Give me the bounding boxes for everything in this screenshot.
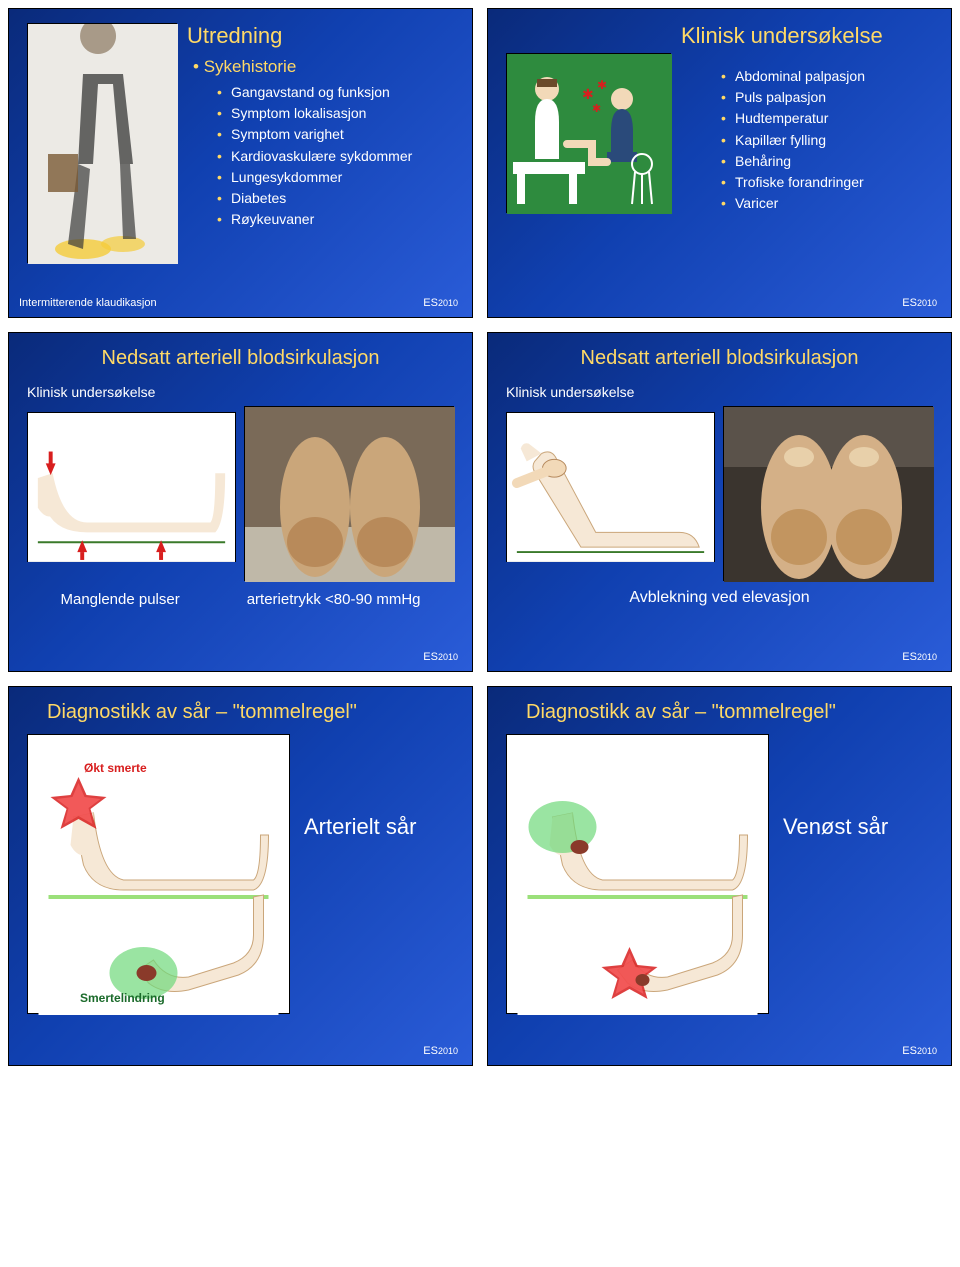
feet-photo-2 [723, 406, 933, 581]
slide-tommelregel-2: Diagnostikk av sår – "tommelregel" [487, 686, 952, 1066]
bullet: Kapillær fylling [721, 131, 933, 149]
bullet: Diabetes [217, 189, 454, 207]
slide-nedsatt-2: Nedsatt arteriell blodsirkulasjon Klinis… [487, 332, 952, 672]
bullet: Varicer [721, 194, 933, 212]
slide-tommelregel-1: Diagnostikk av sår – "tommelregel" [8, 686, 473, 1066]
bullets-utredning: Gangavstand og funksjon Symptom lokalisa… [217, 83, 454, 228]
leg-arterial-diagram: Økt smerte Smertelindring [27, 734, 290, 1014]
leg-venous-diagram [506, 734, 769, 1014]
bullets-klinisk: Abdominal palpasjon Puls palpasjon Hudte… [721, 67, 933, 212]
pain-label: Økt smerte [84, 761, 147, 775]
caption: Avblekning ved elevasjon [506, 589, 933, 607]
subheading-text: Sykehistorie [204, 57, 297, 76]
walking-man-image [27, 23, 177, 263]
leg-diagram [27, 412, 236, 562]
heading: Nedsatt arteriell blodsirkulasjon [506, 347, 933, 370]
subheading-sykehistorie: • Sykehistorie [193, 57, 454, 77]
slide-nedsatt-1: Nedsatt arteriell blodsirkulasjon Klinis… [8, 332, 473, 672]
label: Klinisk undersøkelse [506, 384, 715, 400]
caption-a: Manglende pulser [60, 591, 179, 608]
bullet: Gangavstand og funksjon [217, 83, 454, 101]
slide-klinisk: ✱ ✱ ✱ Klinisk undersøkelse Abdominal pal… [487, 8, 952, 318]
svg-text:✱: ✱ [597, 78, 607, 92]
svg-text:✱: ✱ [592, 103, 601, 115]
footer-left: Intermitterende klaudikasjon [19, 297, 157, 309]
feet-photo-1 [244, 406, 454, 581]
leg-elevation-diagram [506, 412, 715, 562]
slide-grid: Utredning • Sykehistorie Gangavstand og … [0, 0, 960, 1074]
caption: Venøst sår [783, 814, 933, 840]
es-tag: ES2010 [902, 297, 937, 309]
heading-klinisk: Klinisk undersøkelse [681, 23, 933, 49]
bullet: Behåring [721, 152, 933, 170]
es-tag: ES2010 [423, 297, 458, 309]
bullet: Puls palpasjon [721, 88, 933, 106]
heading: Nedsatt arteriell blodsirkulasjon [27, 347, 454, 370]
svg-text:✱: ✱ [582, 86, 594, 102]
bullet: Kardiovaskulære sykdommer [217, 147, 454, 165]
exam-illustration: ✱ ✱ ✱ [506, 53, 671, 213]
es-tag: ES2010 [902, 1045, 937, 1057]
slide-utredning: Utredning • Sykehistorie Gangavstand og … [8, 8, 473, 318]
bullet: Hudtemperatur [721, 109, 933, 127]
heading: Diagnostikk av sår – "tommelregel" [47, 701, 454, 724]
bullet: Trofiske forandringer [721, 173, 933, 191]
heading-utredning: Utredning [187, 23, 454, 49]
bullet: Røykeuvaner [217, 210, 454, 228]
caption: Arterielt sår [304, 814, 454, 840]
relief-label: Smertelindring [80, 991, 165, 1005]
heading: Diagnostikk av sår – "tommelregel" [526, 701, 933, 724]
es-tag: ES2010 [902, 651, 937, 663]
es-tag: ES2010 [423, 651, 458, 663]
es-tag: ES2010 [423, 1045, 458, 1057]
label: Klinisk undersøkelse [27, 384, 236, 400]
bullet: Lungesykdommer [217, 168, 454, 186]
caption-b: arterietrykk <80-90 mmHg [247, 591, 421, 608]
bullet: Abdominal palpasjon [721, 67, 933, 85]
bullet: Symptom lokalisasjon [217, 104, 454, 122]
bullet: Symptom varighet [217, 125, 454, 143]
